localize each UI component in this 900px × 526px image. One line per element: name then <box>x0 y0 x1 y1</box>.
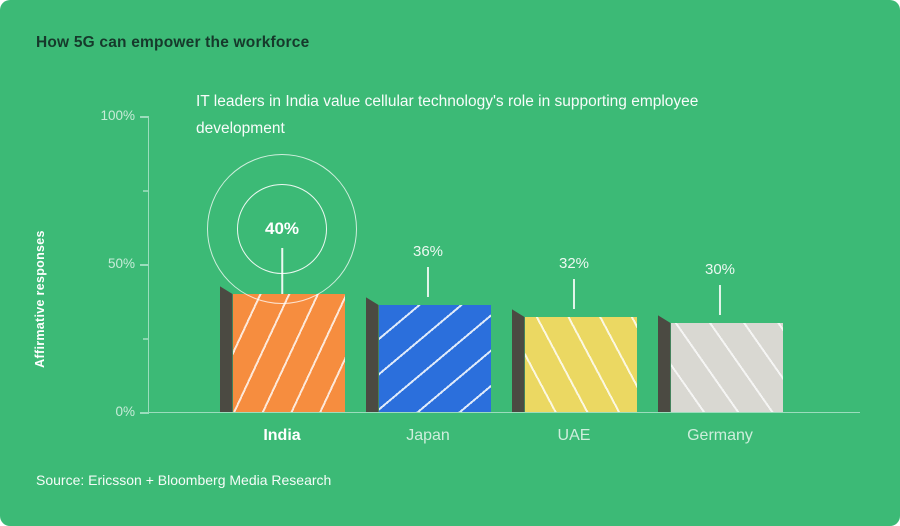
category-label-germany: Germany <box>687 427 753 444</box>
bar-india <box>232 294 345 412</box>
chart-subtitle: IT leaders in India value cellular techn… <box>196 93 699 138</box>
callout-line-germany <box>719 285 721 315</box>
chart-title: How 5G can empower the workforce <box>36 34 310 51</box>
bar-group-japan: 36% Japan <box>355 117 501 444</box>
y-tick-label: 50% <box>107 256 135 271</box>
bar-group-uae: 32% UAE <box>501 117 647 444</box>
highlight-rings: 40% <box>207 154 357 304</box>
value-callout-japan: 36% <box>413 243 443 297</box>
bar-group-india: 40% India <box>207 117 357 444</box>
bar-uae <box>524 317 637 412</box>
bars-row: 40% India 36% Japan 32% UAE 30% Germany <box>207 117 793 444</box>
y-tick-mark <box>140 116 149 118</box>
y-tick-mark-minor <box>143 338 149 340</box>
bar-japan <box>378 305 491 412</box>
highlight-inner-ring: 40% <box>237 184 327 274</box>
value-callout-uae: 32% <box>559 255 589 309</box>
value-label-japan: 36% <box>412 243 444 260</box>
y-tick-mark <box>140 264 149 266</box>
y-tick-label: 100% <box>100 108 135 123</box>
value-label-india: 40% <box>264 219 300 238</box>
plot-area: 100% 50% 0% 40% India 36% Japan 32% UAE 30% Germa… <box>100 108 860 444</box>
bar-group-germany: 30% Germany <box>647 117 793 444</box>
y-tick-mark-minor <box>143 190 149 192</box>
value-label-germany: 30% <box>704 261 736 278</box>
y-axis-label: Affirmative responses <box>33 230 47 368</box>
value-callout-germany: 30% <box>705 261 735 315</box>
bar-germany <box>670 323 783 412</box>
category-label-india: India <box>263 427 301 444</box>
source-note: Source: Ericsson + Bloomberg Media Resea… <box>36 472 332 488</box>
callout-line-japan <box>427 267 429 297</box>
category-label-japan: Japan <box>406 427 450 444</box>
value-label-uae: 32% <box>558 255 590 272</box>
callout-line-uae <box>573 279 575 309</box>
category-label-uae: UAE <box>557 427 591 444</box>
y-tick-mark <box>140 412 149 414</box>
y-tick-label: 0% <box>115 404 135 419</box>
